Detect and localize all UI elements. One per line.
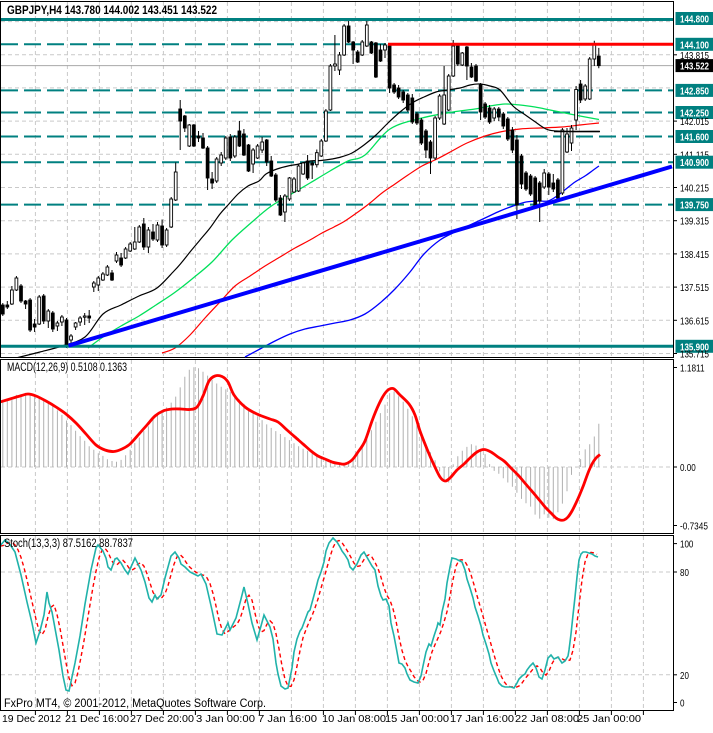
svg-text:7 Jan 16:00: 7 Jan 16:00 <box>258 713 317 725</box>
svg-text:21 Dec 16:00: 21 Dec 16:00 <box>65 713 129 725</box>
svg-text:22 Jan 08:00: 22 Jan 08:00 <box>515 713 579 725</box>
svg-text:135.715: 135.715 <box>680 349 709 361</box>
svg-text:17 Jan 16:00: 17 Jan 16:00 <box>450 713 514 725</box>
svg-text:141.600: 141.600 <box>680 132 709 144</box>
svg-text:0.00: 0.00 <box>680 462 696 474</box>
svg-text:MACD(12,26,9) 0.5108 0.1363: MACD(12,26,9) 0.5108 0.1363 <box>7 362 127 374</box>
svg-text:138.415: 138.415 <box>680 249 709 261</box>
svg-text:140.900: 140.900 <box>680 157 709 169</box>
svg-text:1.1811: 1.1811 <box>680 363 705 375</box>
svg-text:19 Dec 2012: 19 Dec 2012 <box>2 713 61 725</box>
svg-text:139.315: 139.315 <box>680 216 709 228</box>
svg-text:FxPro MT4, © 2001-2012, MetaQu: FxPro MT4, © 2001-2012, MetaQuotes Softw… <box>4 698 266 710</box>
svg-text:142.850: 142.850 <box>680 85 709 97</box>
svg-text:20: 20 <box>680 670 689 682</box>
svg-text:139.750: 139.750 <box>680 200 709 212</box>
svg-text:137.515: 137.515 <box>680 282 709 294</box>
svg-text:GBPJPY,H4 143.780 144.002 143: GBPJPY,H4 143.780 144.002 143.451 143.52… <box>7 3 217 17</box>
svg-text:140.215: 140.215 <box>680 183 709 195</box>
svg-text:15 Jan 00:00: 15 Jan 00:00 <box>385 713 449 725</box>
svg-text:0: 0 <box>680 698 685 710</box>
svg-text:-0.7345: -0.7345 <box>680 521 708 533</box>
svg-text:3 Jan 00:00: 3 Jan 00:00 <box>196 713 255 725</box>
svg-text:Stoch(13,3,3) 87.5162 88.7837: Stoch(13,3,3) 87.5162 88.7837 <box>4 538 133 550</box>
svg-text:143.522: 143.522 <box>680 61 709 73</box>
svg-text:142.015: 142.015 <box>680 116 709 128</box>
svg-text:10 Jan 08:00: 10 Jan 08:00 <box>322 713 386 725</box>
svg-text:25 Jan 00:00: 25 Jan 00:00 <box>577 713 641 725</box>
svg-text:27 Dec 20:00: 27 Dec 20:00 <box>130 713 194 725</box>
svg-text:80: 80 <box>680 567 689 579</box>
svg-text:136.615: 136.615 <box>680 315 709 327</box>
svg-text:144.800: 144.800 <box>680 14 709 26</box>
svg-text:100: 100 <box>680 539 694 551</box>
